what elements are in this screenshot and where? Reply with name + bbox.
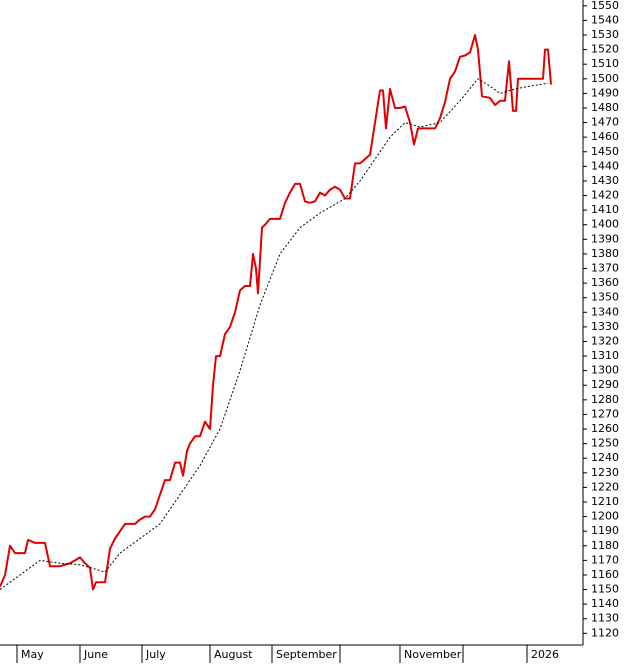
y-tick-label: 1240 [591, 451, 619, 464]
y-tick-label: 1350 [591, 291, 619, 304]
y-tick-label: 1200 [591, 510, 619, 523]
y-tick-label: 1270 [591, 407, 619, 420]
y-tick-label: 1440 [591, 159, 619, 172]
y-tick-label: 1500 [591, 72, 619, 85]
y-tick-label: 1300 [591, 364, 619, 377]
line-series [0, 34, 552, 591]
y-tick-label: 1220 [591, 480, 619, 493]
y-tick-label: 1380 [591, 247, 619, 260]
y-tick-label: 1470 [591, 116, 619, 129]
y-tick-label: 1250 [591, 437, 619, 450]
x-tick-label: July [145, 648, 166, 661]
y-tick-label: 1230 [591, 466, 619, 479]
y-tick-label: 1330 [591, 320, 619, 333]
y-tick-label: 1540 [591, 13, 619, 26]
x-tick-label: November [404, 648, 462, 661]
y-tick-label: 1360 [591, 276, 619, 289]
x-tick-label: August [214, 648, 253, 661]
y-tick-label: 1450 [591, 145, 619, 158]
y-tick-label: 1460 [591, 130, 619, 143]
x-tick-label: September [276, 648, 337, 661]
y-tick-label: 1120 [591, 626, 619, 639]
y-tick-label: 1370 [591, 262, 619, 275]
x-tick-label: June [83, 648, 108, 661]
y-tick-label: 1140 [591, 597, 619, 610]
y-tick-label: 1550 [591, 0, 619, 12]
y-tick-label: 1520 [591, 43, 619, 56]
y-tick-label: 1430 [591, 174, 619, 187]
y-tick-label: 1310 [591, 349, 619, 362]
y-tick-label: 1490 [591, 86, 619, 99]
y-tick-label: 1180 [591, 539, 619, 552]
y-tick-label: 1340 [591, 305, 619, 318]
y-tick-label: 1420 [591, 189, 619, 202]
line-series [0, 78, 549, 590]
x-tick-label: May [21, 648, 44, 661]
y-tick-label: 1160 [591, 568, 619, 581]
y-tick-label: 1130 [591, 612, 619, 625]
y-tick-label: 1170 [591, 553, 619, 566]
y-tick-label: 1510 [591, 57, 619, 70]
y-tick-label: 1260 [591, 422, 619, 435]
y-tick-label: 1210 [591, 495, 619, 508]
y-tick-label: 1290 [591, 378, 619, 391]
x-tick-label: 2026 [531, 648, 559, 661]
y-tick-label: 1400 [591, 218, 619, 231]
y-tick-label: 1150 [591, 583, 619, 596]
y-tick-label: 1410 [591, 203, 619, 216]
y-tick-label: 1480 [591, 101, 619, 114]
y-tick-label: 1190 [591, 524, 619, 537]
y-tick-label: 1280 [591, 393, 619, 406]
y-tick-label: 1320 [591, 334, 619, 347]
y-tick-label: 1390 [591, 232, 619, 245]
y-tick-label: 1530 [591, 28, 619, 41]
